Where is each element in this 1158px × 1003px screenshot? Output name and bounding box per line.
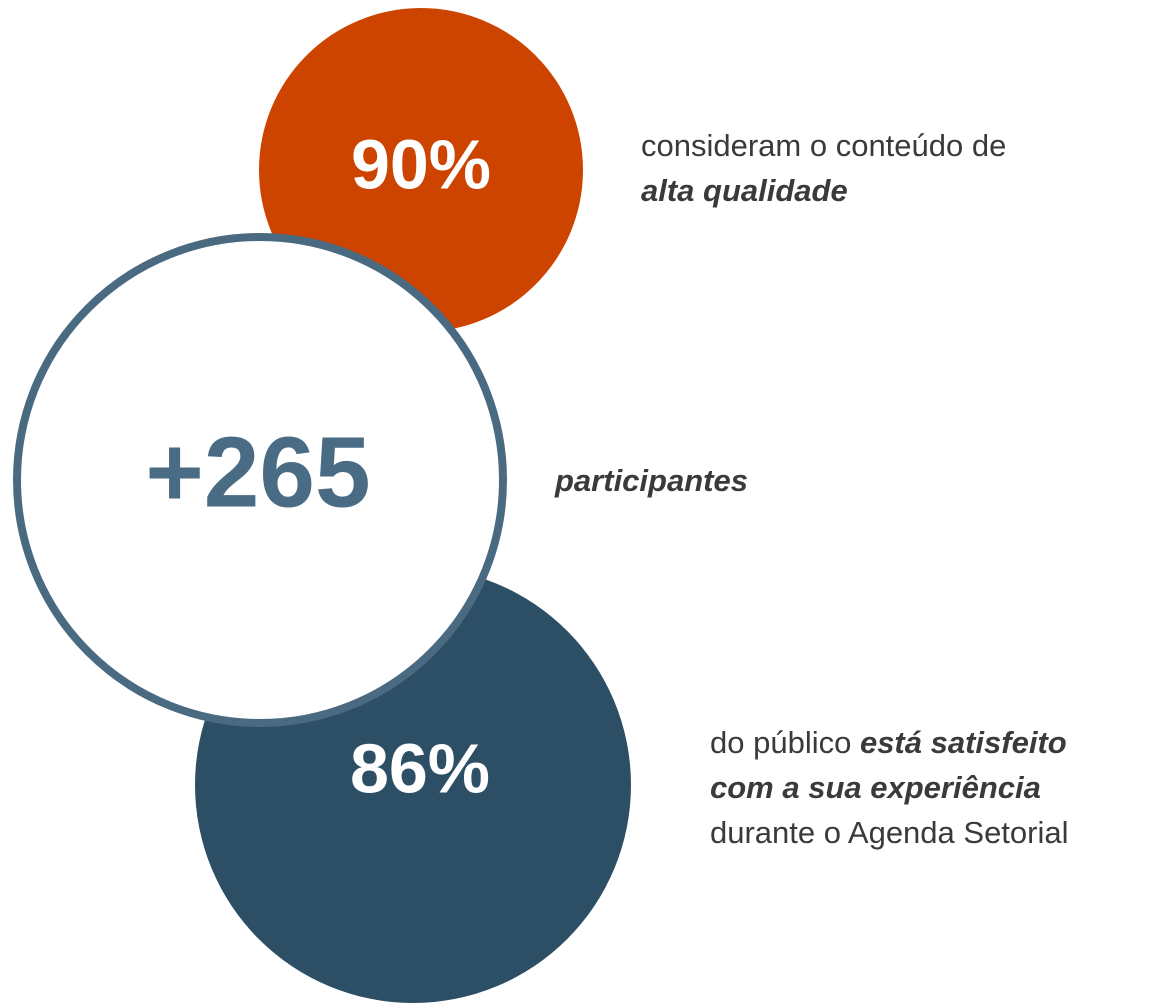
description-line: durante o Agenda Setorial [710, 815, 1069, 850]
white-circle [13, 233, 507, 727]
description-line: alta qualidade [641, 173, 848, 208]
text: consideram o conteúdo de [641, 128, 1006, 163]
description-line: participantes [554, 463, 748, 498]
description-line: com a sua experiência [710, 770, 1041, 805]
emphasis: com a sua experiência [710, 770, 1041, 805]
descriptions: consideram o conteúdo de alta qualidade pa… [554, 128, 1069, 850]
description-line: do público está satisfeito [710, 725, 1067, 760]
text: do público [710, 725, 860, 760]
stat-value: +265 [145, 416, 370, 528]
emphasis: está satisfeito [860, 725, 1067, 760]
stat-value: 86% [350, 729, 490, 807]
emphasis: alta qualidade [641, 173, 848, 208]
text: durante o Agenda Setorial [710, 815, 1069, 850]
stat-value: 90% [351, 125, 491, 203]
description-line: consideram o conteúdo de [641, 128, 1006, 163]
emphasis: participantes [554, 463, 748, 498]
